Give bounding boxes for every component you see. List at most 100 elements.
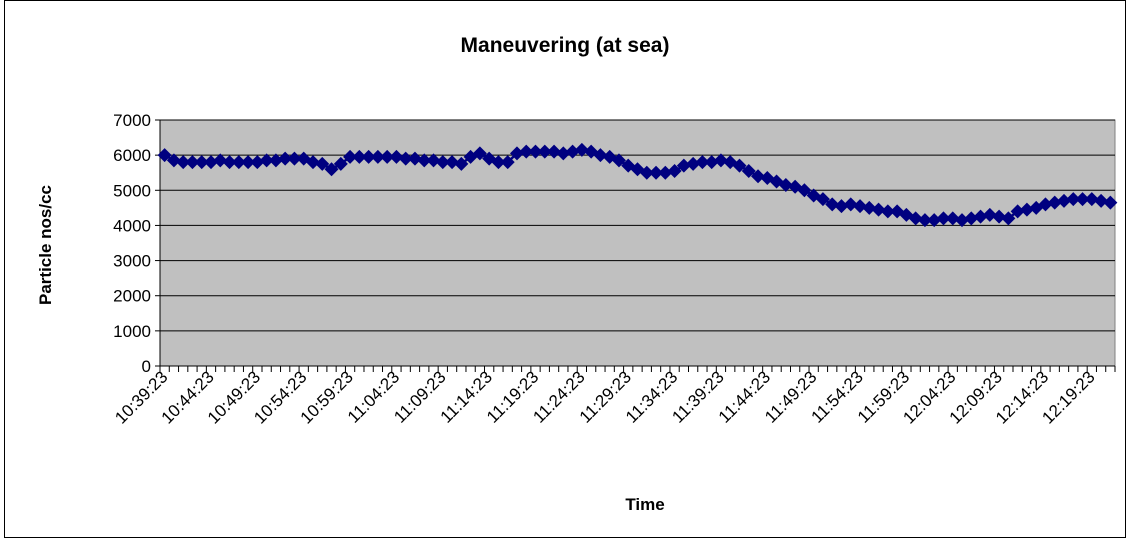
marker [547,144,562,159]
marker [751,169,766,184]
y-tick-label: 0 [142,357,151,376]
marker [1038,197,1053,212]
marker [305,155,320,170]
marker [213,153,228,168]
marker [556,146,571,161]
marker [686,156,701,171]
marker [287,151,302,166]
marker [1075,192,1090,207]
marker [361,149,376,164]
marker [593,148,608,163]
marker [491,155,506,170]
marker [778,178,793,193]
marker [565,144,580,159]
marker [639,165,654,180]
marker [519,144,534,159]
marker [574,142,589,157]
marker [992,209,1007,224]
marker [695,155,710,170]
marker [667,163,682,178]
marker [732,158,747,173]
marker [426,153,441,168]
marker [278,151,293,166]
marker [1001,211,1016,226]
marker [611,153,626,168]
marker [315,156,330,171]
marker [528,144,543,159]
marker [1010,204,1025,219]
marker [676,158,691,173]
marker [825,197,840,212]
marker [500,155,515,170]
marker [917,213,932,228]
marker [203,155,218,170]
marker [333,156,348,171]
marker [324,162,339,177]
chart-title: Maneuvering (at sea) [461,34,670,57]
marker [509,146,524,161]
marker [973,209,988,224]
marker [945,211,960,226]
marker [797,183,812,198]
marker [927,213,942,228]
marker [843,197,858,212]
marker [435,155,450,170]
marker [982,207,997,222]
marker [1057,193,1072,208]
marker [343,149,358,164]
y-tick-label: 6000 [113,146,151,165]
marker [259,153,274,168]
marker [157,148,172,163]
marker [231,155,246,170]
marker [880,204,895,219]
y-tick-label: 4000 [113,216,151,235]
marker [185,155,200,170]
marker [853,199,868,214]
marker [241,155,256,170]
marker [658,165,673,180]
marker [166,153,181,168]
marker [815,192,830,207]
marker [1094,193,1109,208]
marker [862,200,877,215]
marker [1084,192,1099,207]
marker [417,153,432,168]
marker [380,149,395,164]
marker [1066,192,1081,207]
marker [454,156,469,171]
marker [908,211,923,226]
marker [1047,195,1062,210]
marker [398,151,413,166]
marker [176,155,191,170]
y-tick-label: 1000 [113,322,151,341]
marker [834,199,849,214]
marker [407,151,422,166]
marker [871,202,886,217]
marker [704,155,719,170]
y-tick-label: 3000 [113,252,151,271]
marker [936,211,951,226]
y-tick-label: 7000 [113,111,151,130]
marker [472,146,487,161]
y-tick-label: 2000 [113,287,151,306]
marker [741,163,756,178]
marker [445,155,460,170]
marker [370,149,385,164]
marker [537,144,552,159]
marker [389,149,404,164]
marker [1019,202,1034,217]
marker [964,211,979,226]
marker [194,155,209,170]
y-tick-label: 5000 [113,181,151,200]
marker [955,213,970,228]
marker [250,155,265,170]
marker [649,165,664,180]
marker [222,155,237,170]
marker [1103,195,1118,210]
y-axis-label: Particle nos/cc [36,185,55,305]
marker [352,149,367,164]
x-axis-label: Time [625,495,664,514]
marker [268,153,283,168]
marker [713,153,728,168]
